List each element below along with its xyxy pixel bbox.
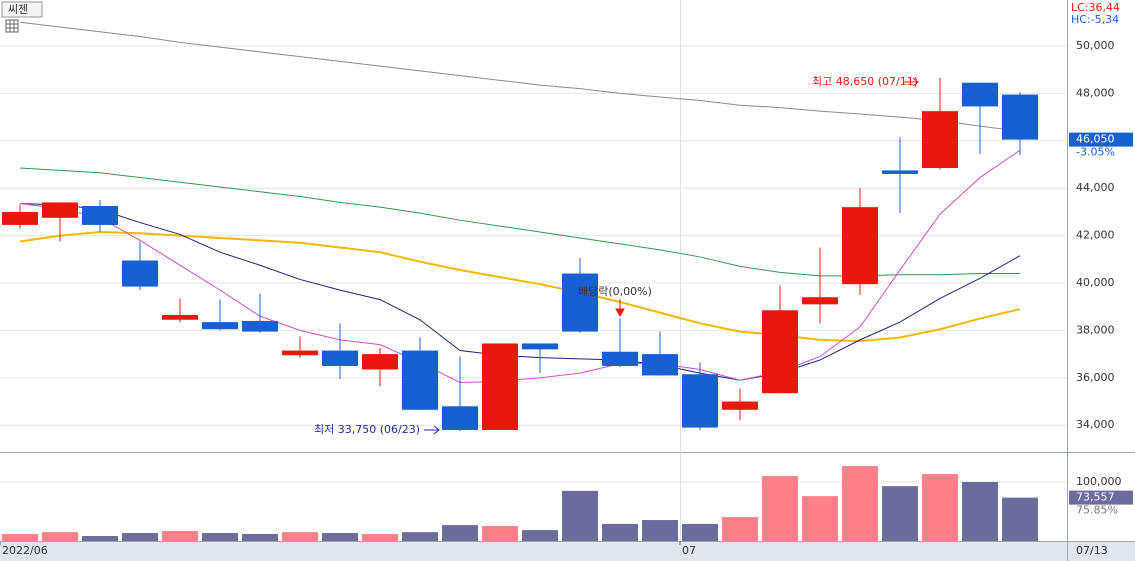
- table-icon-grid: [6, 20, 18, 32]
- candle-body: [1002, 94, 1038, 140]
- volume-bar: [402, 532, 438, 541]
- y-tick-label: 44,000: [1076, 181, 1115, 194]
- candle-body: [522, 343, 558, 350]
- x-tick-label: 07: [682, 544, 696, 557]
- moving-average: [19, 203, 1021, 381]
- candle-body: [402, 350, 438, 410]
- candle-body: [442, 406, 478, 430]
- y-tick-label: 42,000: [1076, 229, 1115, 242]
- volume-bar: [642, 520, 678, 541]
- low-annotation: 최저 33,750 (06/23): [314, 423, 420, 436]
- volume-bar: [602, 523, 638, 541]
- current-change: -3.05%: [1076, 146, 1115, 159]
- y-tick-label: 36,000: [1076, 371, 1115, 384]
- lc-label: LC:36,44: [1071, 1, 1120, 14]
- moving-average: [19, 21, 1021, 132]
- y-tick-label: 34,000: [1076, 418, 1115, 431]
- stock-tab[interactable]: [1, 1, 43, 18]
- volume-bar: [362, 533, 398, 541]
- candle-body: [242, 320, 278, 332]
- candle-body: [2, 211, 38, 225]
- volume-change: 75.85%: [1076, 504, 1118, 517]
- candle-body: [562, 273, 598, 332]
- candle-body: [682, 374, 718, 428]
- volume-bar: [882, 486, 918, 541]
- volume-bar: [242, 533, 278, 541]
- candle-body: [802, 297, 838, 305]
- current-price: 46,050: [1076, 133, 1115, 146]
- candle-body: [82, 205, 118, 225]
- stock-name: 씨젠: [8, 3, 28, 16]
- volume-bar: [282, 532, 318, 541]
- volume-bar: [322, 533, 358, 541]
- volume-bar: [122, 533, 158, 541]
- y-tick-label: 48,000: [1076, 86, 1115, 99]
- high-annotation: 최고 48,650 (07/11): [812, 75, 918, 88]
- volume-bar: [522, 530, 558, 541]
- moving-average: [19, 231, 1021, 343]
- y-tick-label: 38,000: [1076, 323, 1115, 336]
- candle-body: [202, 322, 238, 330]
- hc-label: HC:-5,34: [1071, 13, 1119, 26]
- candle-body: [602, 351, 638, 366]
- x-tick-label: 2022/06: [2, 544, 48, 557]
- candle-body: [322, 350, 358, 366]
- candle-body: [42, 202, 78, 218]
- volume-bar: [42, 532, 78, 541]
- volume-bar: [2, 533, 38, 541]
- current-price-box: [1069, 132, 1133, 147]
- current-volume-box: [1069, 490, 1133, 505]
- table-icon[interactable]: [5, 19, 19, 33]
- candle-body: [762, 310, 798, 394]
- volume-bar: [802, 496, 838, 541]
- dividend-annotation: 배당락(0,00%): [578, 285, 652, 298]
- volume-bar: [202, 533, 238, 541]
- volume-bar: [482, 525, 518, 541]
- last-date: 07/13: [1076, 544, 1108, 557]
- candle-body: [922, 111, 958, 169]
- candle-body: [842, 207, 878, 285]
- time-axis-bg: [0, 541, 1135, 561]
- volume-bar: [682, 523, 718, 541]
- volume-bar: [722, 517, 758, 541]
- volume-bar: [1002, 497, 1038, 541]
- candle-body: [722, 401, 758, 410]
- y-tick-label: 100,000: [1076, 475, 1122, 488]
- volume-bar: [562, 490, 598, 541]
- volume-bar: [162, 530, 198, 541]
- volume-bar: [762, 476, 798, 541]
- candle-body: [122, 260, 158, 287]
- y-tick-label: 50,000: [1076, 39, 1115, 52]
- candle-body: [362, 354, 398, 370]
- volume-bar: [922, 474, 958, 541]
- candle-body: [962, 82, 998, 107]
- candle-body: [162, 315, 198, 320]
- volume-bar: [962, 481, 998, 541]
- candle-body: [282, 350, 318, 356]
- moving-average: [19, 149, 1021, 384]
- candle-body: [482, 343, 518, 430]
- high-arrow: [904, 77, 919, 87]
- candle-body: [882, 170, 918, 174]
- volume-bar: [82, 535, 118, 541]
- candle-body: [642, 354, 678, 376]
- current-volume: 73,557: [1076, 491, 1115, 504]
- dividend-arrow: [615, 299, 625, 318]
- low-arrow: [424, 425, 440, 435]
- volume-bar: [842, 466, 878, 541]
- y-tick-label: 40,000: [1076, 276, 1115, 289]
- volume-bar: [442, 525, 478, 541]
